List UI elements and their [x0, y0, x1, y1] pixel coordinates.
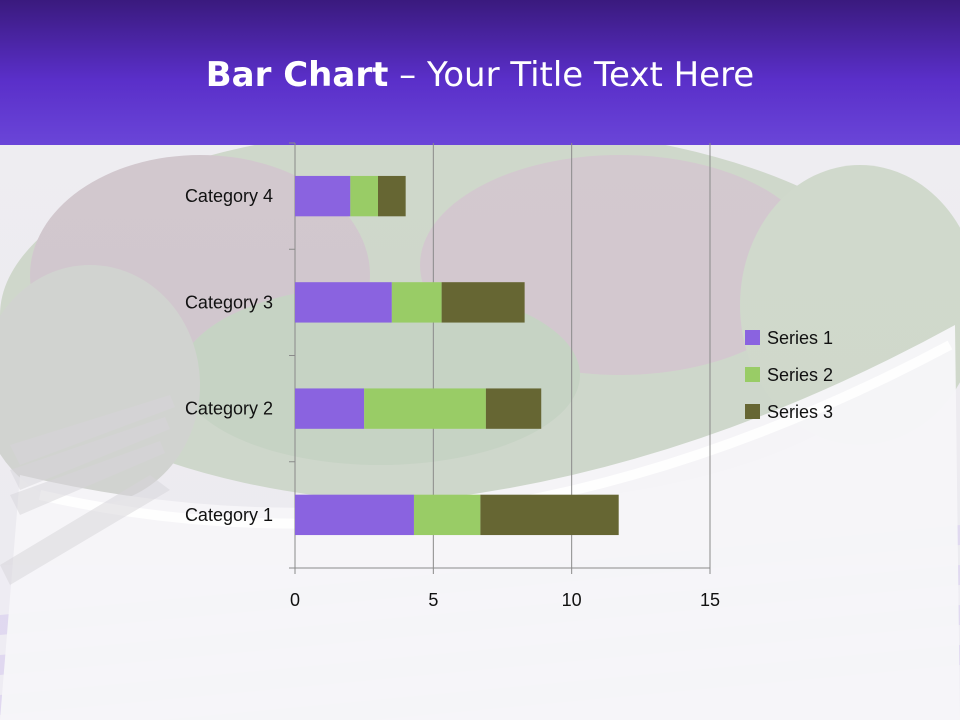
legend-swatch [745, 330, 760, 345]
category-label: Category 1 [185, 505, 273, 525]
bar-segment [413, 494, 481, 536]
bar-segment [378, 175, 406, 217]
x-tick-label: 10 [562, 590, 582, 610]
bar-segment [350, 175, 378, 217]
category-label: Category 2 [185, 399, 273, 419]
category-label: Category 3 [185, 292, 273, 312]
x-tick-label: 5 [428, 590, 438, 610]
legend-label: Series 3 [767, 402, 833, 422]
x-tick-label: 15 [700, 590, 720, 610]
legend-swatch [745, 404, 760, 419]
bar-segment [364, 388, 486, 429]
bar-segment [485, 388, 542, 429]
slide-title-bold: Bar Chart [205, 54, 389, 95]
salad-bowl-photo [0, 145, 960, 720]
salad-bowl-illustration [0, 145, 960, 720]
title-band: Bar Chart – Your Title Text Here [0, 0, 960, 145]
category-label: Category 4 [185, 186, 273, 206]
bar-segment [295, 282, 392, 323]
legend-swatch [745, 367, 760, 382]
x-tick-label: 0 [290, 590, 300, 610]
bar-segment [441, 282, 525, 323]
legend-label: Series 2 [767, 365, 833, 385]
bar-segment [391, 282, 442, 323]
bar-segment [480, 494, 619, 536]
bar-segment [295, 494, 414, 536]
bar-segment [295, 388, 365, 429]
slide-title: Bar Chart – Your Title Text Here [206, 51, 754, 95]
slide-title-rest: – Your Title Text Here [388, 54, 755, 95]
bar-segment [295, 175, 351, 217]
legend-label: Series 1 [767, 328, 833, 348]
